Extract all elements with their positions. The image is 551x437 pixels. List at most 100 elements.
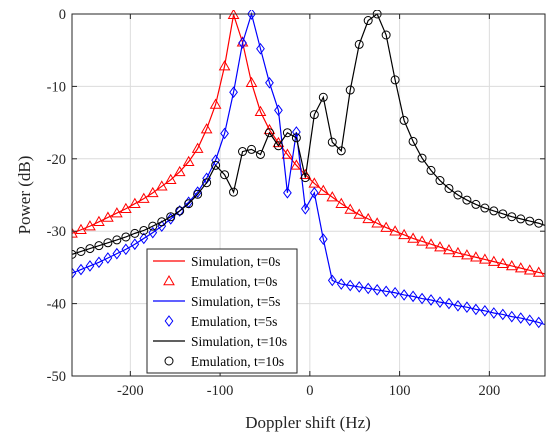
data-point-emulation-t-5s (274, 104, 283, 117)
data-point-emulation-t-10s (157, 217, 167, 227)
legend-entry-label: Simulation, t=0s (191, 254, 280, 269)
data-point-emulation-t-5s (72, 267, 77, 280)
data-point-emulation-t-10s (363, 16, 373, 26)
data-point-emulation-t-5s (238, 37, 247, 49)
data-point-emulation-t-0s (416, 235, 428, 246)
data-point-emulation-t-10s (72, 249, 77, 259)
data-point-emulation-t-10s (354, 39, 364, 49)
data-point-emulation-t-0s (443, 244, 455, 255)
data-point-emulation-t-10s (399, 115, 409, 125)
data-point-emulation-t-0s (326, 191, 339, 202)
data-point-emulation-t-0s (317, 184, 330, 195)
data-point-emulation-t-10s (336, 146, 346, 156)
data-point-emulation-t-5s (354, 281, 364, 293)
data-point-emulation-t-10s (264, 128, 274, 138)
legend-entry-label: Emulation, t=0s (191, 274, 277, 289)
data-point-emulation-t-10s (291, 133, 301, 143)
x-tick-label: -200 (117, 383, 144, 399)
data-point-emulation-t-5s (265, 76, 274, 89)
data-point-emulation-t-10s (85, 244, 95, 254)
data-point-emulation-t-5s (103, 252, 113, 264)
data-point-emulation-t-5s (327, 274, 337, 287)
data-point-emulation-t-5s (435, 296, 445, 308)
data-point-emulation-t-0s (479, 253, 491, 264)
data-point-emulation-t-0s (254, 105, 267, 116)
data-point-emulation-t-5s (489, 307, 499, 319)
data-point-emulation-t-5s (148, 226, 158, 239)
data-point-emulation-t-10s (139, 225, 149, 235)
data-point-emulation-t-10s (498, 209, 508, 219)
data-point-emulation-t-5s (498, 308, 508, 321)
data-point-emulation-t-0s (191, 142, 204, 153)
data-point-emulation-t-0s (523, 264, 536, 275)
data-point-emulation-t-5s (516, 312, 526, 324)
data-point-emulation-t-0s (380, 221, 392, 232)
y-tick-label: -10 (47, 79, 66, 95)
data-point-emulation-t-10s (525, 216, 535, 226)
data-point-emulation-t-10s (238, 147, 248, 157)
y-tick-label: 0 (59, 7, 66, 23)
data-point-emulation-t-10s (327, 137, 337, 147)
series-line-simulation-t-10s (72, 13, 545, 255)
data-point-emulation-t-0s (146, 186, 159, 198)
axes-box (71, 13, 546, 377)
data-point-emulation-t-5s (507, 310, 517, 323)
data-point-emulation-t-0s (137, 192, 150, 203)
data-point-emulation-t-10s (166, 212, 176, 222)
data-point-emulation-t-5s (76, 263, 86, 276)
data-point-emulation-t-0s (102, 211, 114, 222)
data-point-emulation-t-0s (371, 217, 384, 228)
y-tick-label: -50 (47, 369, 66, 385)
data-point-emulation-t-5s (399, 289, 409, 301)
data-point-emulation-t-5s (444, 297, 454, 310)
y-tick-label: -30 (47, 224, 66, 240)
data-point-emulation-t-10s (390, 75, 400, 85)
data-point-emulation-t-10s (148, 221, 158, 231)
data-point-emulation-t-5s (345, 279, 355, 292)
data-point-emulation-t-5s (390, 286, 400, 299)
data-point-emulation-t-0s (128, 197, 141, 208)
data-point-emulation-t-10s (121, 232, 131, 242)
data-point-emulation-t-0s (75, 223, 87, 235)
data-point-emulation-t-10s (435, 176, 445, 186)
data-point-emulation-t-0s (209, 98, 222, 109)
data-point-emulation-t-10s (112, 235, 122, 245)
data-point-emulation-t-0s (505, 259, 518, 271)
data-point-emulation-t-0s (155, 180, 168, 191)
data-point-emulation-t-10s (193, 189, 203, 199)
data-point-emulation-t-10s (534, 218, 544, 228)
data-point-emulation-t-10s (94, 241, 104, 251)
data-point-emulation-t-10s (318, 92, 328, 102)
x-tick-label: -100 (207, 383, 234, 399)
data-point-emulation-t-0s (164, 173, 177, 185)
data-point-emulation-t-10s (247, 144, 257, 154)
data-point-emulation-t-0s (245, 76, 258, 88)
data-point-emulation-t-0s (362, 212, 375, 224)
data-point-emulation-t-10s (300, 173, 310, 183)
x-tick-label: 0 (306, 383, 313, 399)
series-line-simulation-t-0s (72, 14, 545, 275)
data-point-emulation-t-10s (507, 212, 517, 222)
data-point-emulation-t-5s (534, 316, 544, 329)
data-point-emulation-t-10s (489, 206, 499, 216)
data-point-emulation-t-5s (85, 260, 95, 272)
series-line-simulation-t-5s (72, 11, 545, 326)
data-point-emulation-t-0s (514, 262, 527, 273)
data-point-emulation-t-10s (309, 110, 319, 120)
data-point-emulation-t-0s (496, 257, 509, 269)
legend: Simulation, t=0s Emulation, t=0s Simulatio… (146, 248, 298, 374)
legend-marker-swatch (164, 315, 174, 327)
data-point-emulation-t-0s (425, 238, 437, 249)
legend-box (146, 248, 298, 374)
data-point-emulation-t-5s (157, 220, 167, 232)
data-point-emulation-t-5s (309, 186, 319, 199)
data-point-emulation-t-5s (166, 213, 176, 225)
legend-entry-label: Simulation, t=10s (191, 334, 287, 349)
data-point-emulation-t-5s (318, 233, 328, 245)
data-point-emulation-t-10s (444, 183, 454, 193)
data-point-emulation-t-0s (470, 251, 482, 262)
data-point-emulation-t-0s (344, 203, 357, 214)
data-point-emulation-t-0s (389, 225, 401, 236)
data-point-emulation-t-0s (119, 202, 132, 214)
